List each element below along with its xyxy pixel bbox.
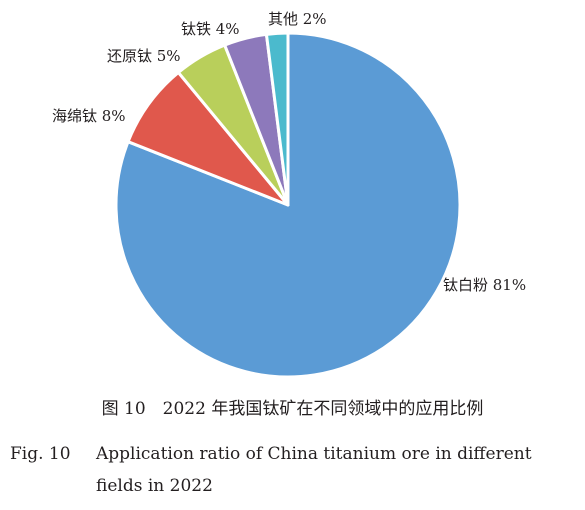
pie-chart: 钛白粉 81% 海绵钛 8% 还原钛 5%钛铁 4% 其他 2% (52, 10, 526, 379)
pie-label-1: 钛白粉 81% (443, 276, 526, 294)
figure-caption-chinese: 图 10 2022 年我国钛矿在不同领域中的应用比例 (101, 399, 484, 419)
pie-slices (114, 31, 462, 379)
pie-label-4: 钛铁 4% (181, 20, 240, 38)
figure-caption-english-line2: fields in 2022 (96, 476, 213, 496)
pie-labels: 钛白粉 81% 海绵钛 8% 还原钛 5%钛铁 4% 其他 2% (52, 10, 526, 294)
pie-label-5: 其他 2% (268, 10, 327, 28)
pie-slice-5 (264, 31, 290, 207)
pie-label-3: 还原钛 5% (107, 47, 181, 65)
figure-caption-label: Fig. 10 (10, 444, 71, 464)
pie-label-2: 海绵钛 8% (52, 107, 126, 125)
figure-caption-english-line1: Application ratio of China titanium ore … (96, 444, 532, 464)
